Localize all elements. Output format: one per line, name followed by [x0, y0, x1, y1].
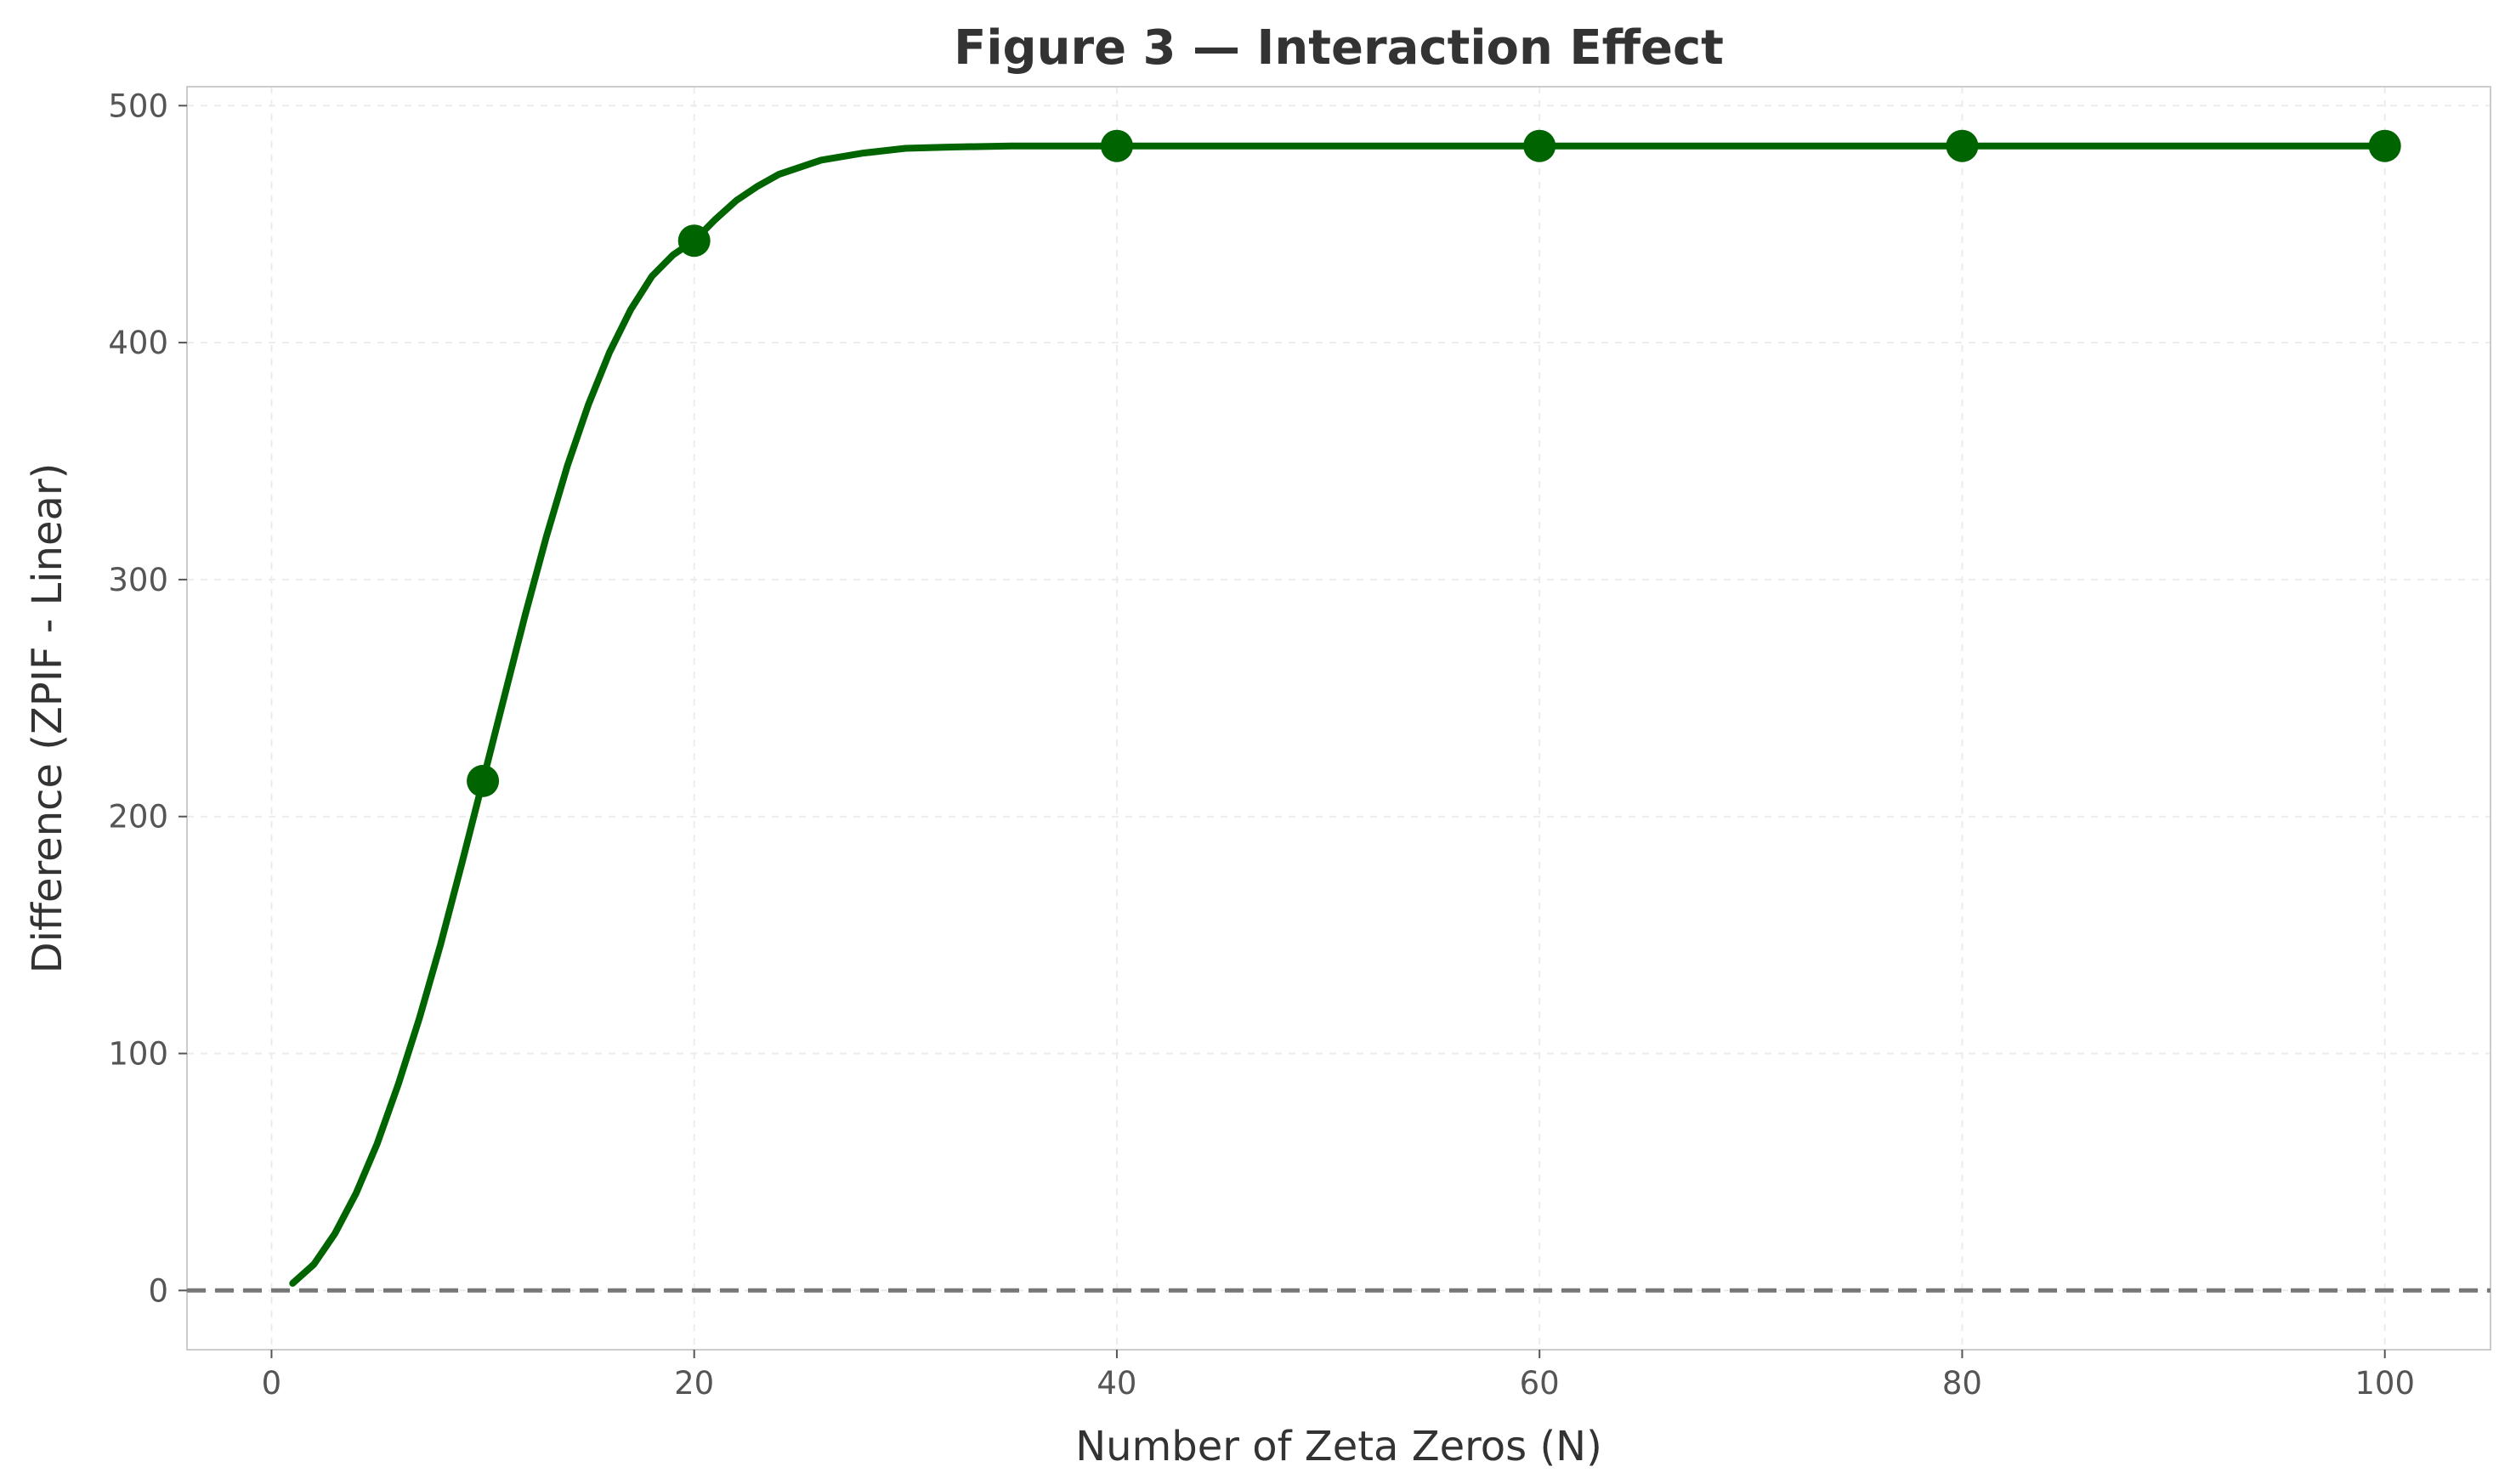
data-point: [677, 224, 711, 258]
x-tick-label: 0: [262, 1365, 282, 1402]
data-point: [1523, 129, 1556, 162]
grid-layer: [187, 87, 2490, 1350]
y-axis-label: Difference (ZPIF - Linear): [24, 463, 71, 974]
x-axis-label: Number of Zeta Zeros (N): [1075, 1423, 1602, 1470]
series-layer: [289, 129, 2401, 1287]
data-point: [2368, 129, 2401, 162]
x-tick-label: 80: [1942, 1365, 1982, 1402]
y-tick-label: 300: [108, 562, 168, 598]
plot-frame: [186, 86, 2491, 1351]
y-tick-label: 100: [108, 1036, 168, 1073]
x-tick-label: 60: [1520, 1365, 1560, 1402]
x-tick-label: 100: [2354, 1365, 2415, 1402]
ticks-layer: 0 20 40 60 80 100 0 100 200 300 400 500: [108, 88, 2415, 1402]
data-point: [467, 764, 500, 797]
x-tick-label: 40: [1096, 1365, 1136, 1402]
series-line: [289, 142, 2388, 1287]
x-tick-label: 20: [674, 1365, 714, 1402]
y-tick-label: 200: [108, 799, 168, 835]
y-tick-label: 0: [148, 1272, 168, 1309]
y-tick-label: 400: [108, 325, 168, 361]
chart-title: Figure 3 — Interaction Effect: [954, 20, 1724, 76]
data-point: [1100, 129, 1133, 162]
data-point: [1946, 129, 1979, 162]
y-tick-label: 500: [108, 88, 168, 124]
